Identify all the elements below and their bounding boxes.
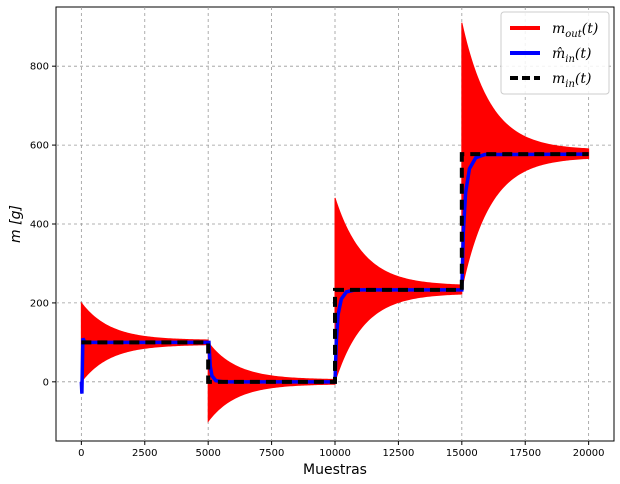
x-tick-label: 20000 [573, 448, 605, 459]
x-tick-label: 5000 [195, 448, 220, 459]
x-axis-label: Muestras [303, 462, 367, 478]
axis-layer: 0 2500 5000 7500 10000 12500 15000 17500 20000 0 2… [30, 62, 605, 459]
legend-label: min(t) [552, 71, 591, 90]
x-tick-label: 2500 [132, 448, 157, 459]
y-tick-label: 200 [30, 298, 49, 309]
x-tick-label: 10000 [319, 448, 351, 459]
y-axis-label: m [g] [8, 205, 24, 243]
legend-label: m̂in(t) [552, 46, 591, 65]
x-tick-label: 17500 [509, 448, 541, 459]
y-tick-label: 0 [43, 377, 49, 388]
y-tick-label: 800 [30, 62, 49, 73]
x-tick-label: 12500 [383, 448, 415, 459]
y-tick-label: 600 [30, 141, 49, 152]
legend-box [500, 11, 610, 95]
legend-label: mout(t) [552, 21, 598, 40]
x-tick-label: 0 [78, 448, 84, 459]
data-layer [79, 22, 590, 423]
legend: mout(t) m̂in(t) min(t) [500, 11, 610, 95]
y-tick-label: 400 [30, 220, 49, 231]
x-tick-label: 7500 [259, 448, 284, 459]
x-tick-label: 15000 [446, 448, 478, 459]
series-m-in-line [81, 152, 589, 384]
